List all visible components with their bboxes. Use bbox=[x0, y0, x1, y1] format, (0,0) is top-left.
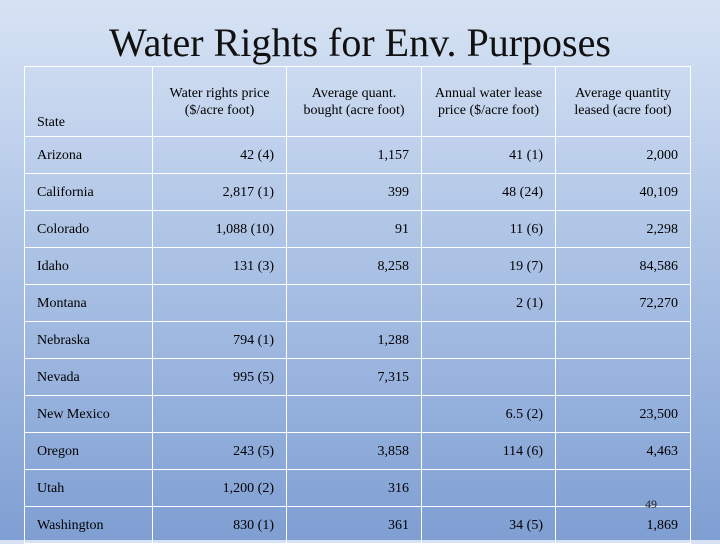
value-cell: 399 bbox=[286, 173, 422, 211]
value-cell bbox=[152, 284, 287, 322]
column-header-rights-price: Water rights price ($/acre foot) bbox=[152, 66, 287, 137]
value-cell bbox=[421, 469, 556, 507]
value-cell: 131 (3) bbox=[152, 247, 287, 285]
value-cell: 361 bbox=[286, 506, 422, 544]
table-row: Arizona 42 (4) 1,157 41 (1) 2,000 bbox=[24, 136, 691, 174]
value-cell: 794 (1) bbox=[152, 321, 287, 359]
value-cell: 1,157 bbox=[286, 136, 422, 174]
value-cell: 48 (24) bbox=[421, 173, 556, 211]
value-cell: 2,000 bbox=[555, 136, 691, 174]
value-cell: 19 (7) bbox=[421, 247, 556, 285]
table-row: New Mexico 6.5 (2) 23,500 bbox=[24, 395, 691, 433]
state-cell: New Mexico bbox=[24, 395, 153, 433]
table-body: Arizona 42 (4) 1,157 41 (1) 2,000 California 2… bbox=[24, 136, 691, 544]
water-rights-table: State Water rights price ($/acre foot) A… bbox=[24, 66, 691, 544]
value-cell bbox=[421, 321, 556, 359]
table-row: Utah 1,200 (2) 316 bbox=[24, 469, 691, 507]
value-cell: 2,298 bbox=[555, 210, 691, 248]
value-cell: 1,200 (2) bbox=[152, 469, 287, 507]
state-cell: Oregon bbox=[24, 432, 153, 470]
value-cell: 34 (5) bbox=[421, 506, 556, 544]
value-cell: 1,288 bbox=[286, 321, 422, 359]
value-cell: 1,869 bbox=[555, 506, 691, 544]
table-row: Colorado 1,088 (10) 91 11 (6) 2,298 bbox=[24, 210, 691, 248]
value-cell: 243 (5) bbox=[152, 432, 287, 470]
value-cell: 3,858 bbox=[286, 432, 422, 470]
value-cell: 6.5 (2) bbox=[421, 395, 556, 433]
state-cell: Colorado bbox=[24, 210, 153, 248]
value-cell bbox=[555, 321, 691, 359]
value-cell: 1,088 (10) bbox=[152, 210, 287, 248]
value-cell: 42 (4) bbox=[152, 136, 287, 174]
value-cell: 995 (5) bbox=[152, 358, 287, 396]
table-header-row: State Water rights price ($/acre foot) A… bbox=[24, 66, 691, 137]
value-cell: 8,258 bbox=[286, 247, 422, 285]
table-row: Idaho 131 (3) 8,258 19 (7) 84,586 bbox=[24, 247, 691, 285]
value-cell: 2,817 (1) bbox=[152, 173, 287, 211]
table-row: Nebraska 794 (1) 1,288 bbox=[24, 321, 691, 359]
value-cell bbox=[421, 358, 556, 396]
value-cell: 114 (6) bbox=[421, 432, 556, 470]
value-cell bbox=[286, 395, 422, 433]
state-cell: Arizona bbox=[24, 136, 153, 174]
value-cell: 23,500 bbox=[555, 395, 691, 433]
value-cell bbox=[555, 358, 691, 396]
value-cell: 72,270 bbox=[555, 284, 691, 322]
state-cell: Utah bbox=[24, 469, 153, 507]
table-row: California 2,817 (1) 399 48 (24) 40,109 bbox=[24, 173, 691, 211]
value-cell: 2 (1) bbox=[421, 284, 556, 322]
value-cell: 91 bbox=[286, 210, 422, 248]
table-row: Washington 830 (1) 361 34 (5) 1,869 bbox=[24, 506, 691, 544]
value-cell bbox=[555, 469, 691, 507]
state-cell: Montana bbox=[24, 284, 153, 322]
column-header-quantity-leased: Average quantity leased (acre foot) bbox=[555, 66, 691, 137]
value-cell: 316 bbox=[286, 469, 422, 507]
slide-number: 49 bbox=[645, 497, 657, 511]
state-cell: Nevada bbox=[24, 358, 153, 396]
value-cell: 7,315 bbox=[286, 358, 422, 396]
table-row: Montana 2 (1) 72,270 bbox=[24, 284, 691, 322]
value-cell bbox=[152, 395, 287, 433]
state-cell: Idaho bbox=[24, 247, 153, 285]
table-row: Oregon 243 (5) 3,858 114 (6) 4,463 bbox=[24, 432, 691, 470]
value-cell: 830 (1) bbox=[152, 506, 287, 544]
value-cell bbox=[286, 284, 422, 322]
value-cell: 4,463 bbox=[555, 432, 691, 470]
state-cell: Washington bbox=[24, 506, 153, 544]
state-cell: California bbox=[24, 173, 153, 211]
column-header-lease-price: Annual water lease price ($/acre foot) bbox=[421, 66, 556, 137]
value-cell: 40,109 bbox=[555, 173, 691, 211]
value-cell: 41 (1) bbox=[421, 136, 556, 174]
column-header-quantity-bought: Average quant. bought (acre foot) bbox=[286, 66, 422, 137]
state-cell: Nebraska bbox=[24, 321, 153, 359]
value-cell: 11 (6) bbox=[421, 210, 556, 248]
slide-title: Water Rights for Env. Purposes bbox=[109, 20, 611, 65]
value-cell: 84,586 bbox=[555, 247, 691, 285]
column-header-state: State bbox=[24, 66, 153, 137]
table-row: Nevada 995 (5) 7,315 bbox=[24, 358, 691, 396]
